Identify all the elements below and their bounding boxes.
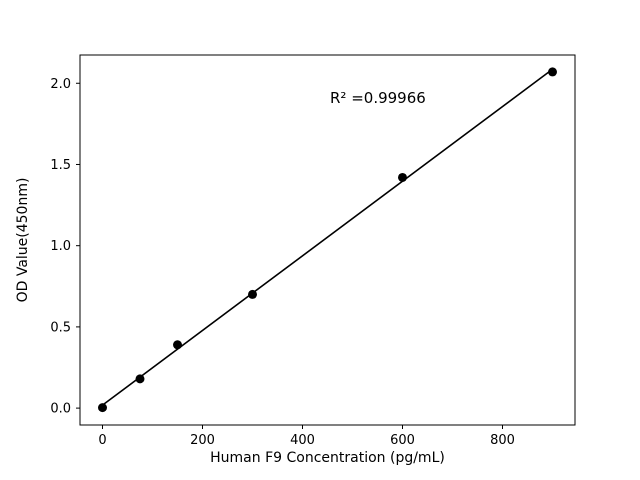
y-tick-label: 2.0 xyxy=(50,77,71,92)
y-tick-label: 0.0 xyxy=(50,402,71,417)
y-tick-label: 1.5 xyxy=(50,158,71,173)
y-tick-label: 0.5 xyxy=(50,320,71,335)
x-tick-label: 800 xyxy=(490,433,515,448)
x-tick-label: 400 xyxy=(290,433,315,448)
data-point xyxy=(98,403,107,413)
x-tick-label: 600 xyxy=(390,433,415,448)
data-point xyxy=(173,340,182,350)
x-tick-label: 0 xyxy=(98,433,106,448)
data-point xyxy=(398,172,407,182)
data-point xyxy=(248,289,257,299)
axes-frame xyxy=(79,54,576,426)
x-axis-label: Human F9 Concentration (pg/mL) xyxy=(210,450,445,466)
x-tick-label: 200 xyxy=(190,433,215,448)
data-point xyxy=(548,67,557,77)
y-axis-label: OD Value(450nm) xyxy=(15,178,31,303)
data-point xyxy=(135,374,145,384)
r-squared-annotation: R² =0.99966 xyxy=(330,89,426,107)
y-tick-label: 1.0 xyxy=(50,239,71,254)
